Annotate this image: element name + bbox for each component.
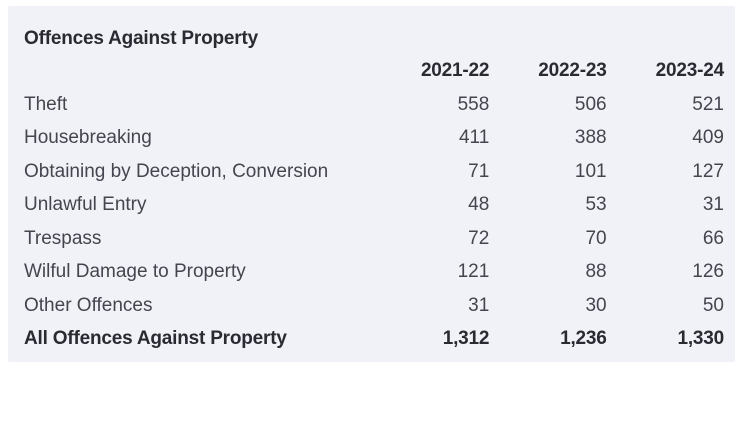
row-value: 506	[574, 93, 607, 115]
table-row: Obtaining by Deception, Conversion 71 10…	[24, 155, 724, 189]
row-value: 70	[585, 227, 607, 249]
row-value: 53	[585, 194, 607, 216]
row-value: 411	[458, 127, 490, 149]
header-spacer	[24, 54, 372, 88]
row-value: 101	[574, 160, 607, 182]
row-value: 126	[692, 261, 724, 283]
column-header: 2022-23	[538, 60, 607, 81]
table-row: Unlawful Entry 48 53 31	[24, 189, 724, 223]
row-label: Unlawful Entry	[24, 194, 147, 216]
column-header: 2023-24	[655, 60, 725, 81]
table-row: Wilful Damage to Property 121 88 126	[24, 256, 724, 290]
row-label: Housebreaking	[24, 127, 152, 149]
row-value: 388	[574, 127, 607, 149]
table-row: Theft 558 506 521	[24, 88, 724, 122]
row-label: Wilful Damage to Property	[24, 261, 246, 283]
row-value: 31	[468, 294, 490, 316]
table-title: Offences Against Property	[24, 28, 258, 49]
row-label: Other Offences	[24, 294, 153, 316]
total-value: 1,236	[560, 328, 607, 350]
row-value: 72	[468, 227, 490, 249]
row-label: Theft	[24, 93, 68, 115]
row-value: 71	[468, 160, 490, 182]
offences-table-panel: Offences Against Property 2021-22 2022-2…	[8, 6, 735, 362]
row-value: 127	[692, 160, 724, 182]
row-value: 66	[702, 227, 724, 249]
row-value: 121	[457, 261, 490, 283]
row-value: 88	[585, 261, 607, 283]
row-label: Obtaining by Deception, Conversion	[24, 160, 329, 182]
row-value: 30	[585, 294, 607, 316]
table-row: Housebreaking 411 388 409	[24, 122, 724, 156]
row-value: 409	[692, 127, 724, 149]
row-value: 558	[457, 93, 490, 115]
total-row: All Offences Against Property 1,312 1,23…	[24, 323, 724, 357]
row-value: 50	[702, 294, 724, 316]
total-value: 1,330	[677, 328, 724, 350]
row-value: 521	[692, 93, 724, 115]
total-label: All Offences Against Property	[24, 328, 287, 350]
total-value: 1,312	[442, 328, 490, 350]
row-label: Trespass	[24, 227, 102, 249]
offences-table: 2021-22 2022-23 2023-24 Theft 558 506 52…	[24, 54, 724, 356]
row-value: 31	[702, 194, 724, 216]
table-row: Other Offences 31 30 50	[24, 289, 724, 323]
column-header: 2021-22	[420, 60, 490, 81]
header-row: 2021-22 2022-23 2023-24	[24, 54, 724, 88]
table-row: Trespass 72 70 66	[24, 222, 724, 256]
row-value: 48	[468, 194, 490, 216]
